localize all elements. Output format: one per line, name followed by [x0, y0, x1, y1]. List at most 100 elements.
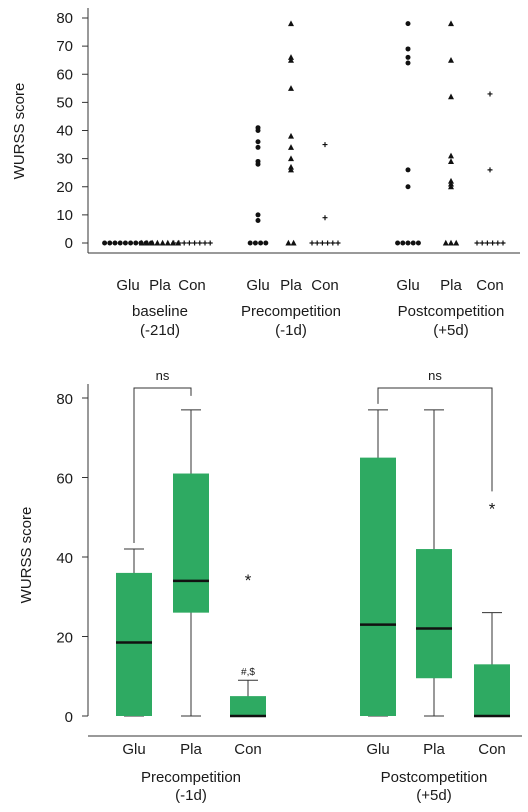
- data-point-glu: [400, 240, 406, 246]
- data-point-con: [487, 91, 493, 97]
- data-point-pla: [290, 239, 297, 246]
- data-point-glu: [255, 218, 261, 223]
- group-label-top: Con: [178, 277, 206, 294]
- data-point-pla: [288, 155, 294, 162]
- timepoint-label-bottom: Precompetition: [141, 769, 241, 786]
- y-tick-label-bottom: 0: [65, 709, 73, 726]
- data-point-pla: [448, 158, 454, 164]
- data-point-pla: [138, 239, 145, 246]
- group-label-bottom: Glu: [122, 741, 145, 758]
- data-point-glu: [405, 184, 411, 190]
- y-tick-label-top: 40: [56, 123, 73, 140]
- data-point-con: [197, 240, 203, 246]
- data-point-con: [330, 240, 336, 246]
- data-point-pla: [453, 239, 460, 246]
- data-point-con: [500, 240, 506, 246]
- group-label-top: Con: [311, 277, 339, 294]
- data-point-glu: [395, 240, 401, 246]
- data-point-con: [479, 240, 485, 246]
- data-point-con: [314, 240, 320, 246]
- y-tick-label-bottom: 60: [56, 471, 73, 488]
- data-point-con: [474, 240, 480, 246]
- data-point-pla: [285, 239, 292, 246]
- data-point-glu: [107, 240, 113, 246]
- y-axis-label-bottom: WURSS score: [18, 507, 35, 604]
- y-tick-label-bottom: 20: [56, 630, 73, 647]
- timepoint-sub-bottom: (+5d): [416, 787, 451, 804]
- data-point-glu: [415, 240, 421, 246]
- group-label-top: Pla: [149, 277, 171, 294]
- y-tick-label-top: 60: [56, 66, 73, 83]
- data-point-con: [309, 240, 315, 246]
- y-tick-label-top: 10: [56, 207, 73, 224]
- data-point-con: [484, 240, 490, 246]
- data-point-glu: [405, 167, 411, 173]
- data-point-con: [171, 240, 177, 246]
- group-label-bottom: Pla: [180, 741, 202, 758]
- timepoint-label-top: Precompetition: [241, 303, 341, 320]
- data-point-pla: [448, 93, 454, 100]
- timepoint-sub-top: (-21d): [140, 322, 180, 339]
- data-point-glu: [410, 240, 416, 246]
- data-point-glu: [255, 128, 261, 133]
- timepoint-label-top: Postcompetition: [398, 303, 505, 320]
- group-label-bottom: Glu: [366, 741, 389, 758]
- data-point-glu: [405, 21, 411, 27]
- group-label-top: Glu: [396, 277, 419, 294]
- outlier-marker: *: [489, 499, 496, 518]
- y-tick-label-top: 20: [56, 179, 73, 196]
- data-point-con: [322, 215, 328, 221]
- significance-note: #,$: [241, 667, 255, 678]
- outlier-marker: *: [245, 571, 252, 590]
- data-point-con: [319, 240, 325, 246]
- data-point-con: [176, 240, 182, 246]
- data-point-pla: [288, 144, 294, 150]
- data-point-glu: [405, 54, 411, 60]
- data-point-pla: [159, 239, 166, 246]
- box-pla: [173, 473, 209, 613]
- group-label-top: Con: [476, 277, 504, 294]
- y-tick-label-top: 80: [56, 10, 73, 27]
- y-tick-label-bottom: 80: [56, 391, 73, 408]
- data-point-glu: [263, 240, 269, 246]
- group-label-bottom: Con: [478, 741, 506, 758]
- data-point-pla: [448, 56, 454, 63]
- y-tick-label-top: 30: [56, 151, 73, 168]
- box-con: [230, 696, 266, 716]
- data-point-con: [490, 240, 496, 246]
- data-point-pla: [144, 239, 150, 246]
- box-glu: [116, 572, 152, 716]
- bracket-label: ns: [156, 368, 170, 383]
- data-point-con: [322, 142, 328, 148]
- timepoint-sub-bottom: (-1d): [175, 787, 207, 804]
- data-point-pla: [288, 85, 294, 91]
- data-point-glu: [255, 144, 261, 150]
- data-point-pla: [288, 132, 294, 139]
- data-point-glu: [255, 139, 261, 145]
- data-point-pla: [448, 20, 454, 27]
- y-tick-label-top: 70: [56, 38, 73, 55]
- data-point-glu: [133, 240, 139, 246]
- data-point-con: [186, 240, 192, 246]
- y-tick-label-top: 0: [65, 235, 73, 252]
- data-point-glu: [252, 240, 258, 246]
- data-point-con: [181, 240, 187, 246]
- group-label-top: Pla: [440, 277, 462, 294]
- data-point-glu: [102, 240, 108, 246]
- data-point-glu: [405, 46, 411, 52]
- y-tick-label-top: 50: [56, 94, 73, 111]
- data-point-glu: [255, 212, 261, 218]
- data-point-con: [325, 240, 331, 246]
- timepoint-label-top: baseline: [132, 303, 188, 320]
- y-tick-label-bottom: 40: [56, 550, 73, 567]
- data-point-pla: [288, 20, 294, 27]
- group-label-top: Glu: [246, 277, 269, 294]
- group-label-top: Pla: [280, 277, 302, 294]
- data-point-glu: [128, 240, 134, 246]
- timepoint-sub-top: (+5d): [433, 322, 468, 339]
- data-point-glu: [247, 240, 253, 246]
- data-point-pla: [149, 239, 156, 246]
- timepoint-sub-top: (-1d): [275, 322, 307, 339]
- data-point-con: [192, 240, 198, 246]
- data-point-glu: [117, 240, 123, 246]
